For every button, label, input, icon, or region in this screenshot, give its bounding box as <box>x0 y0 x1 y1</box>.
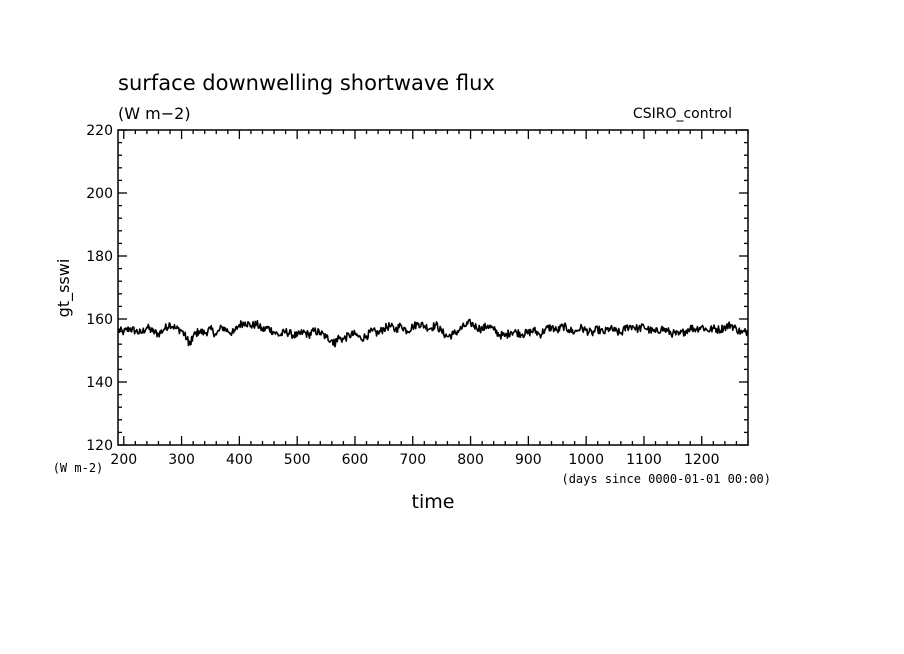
x-tick-label: 400 <box>226 452 253 468</box>
x-tick-label: 600 <box>342 452 369 468</box>
chart-title: surface downwelling shortwave flux <box>118 71 495 95</box>
series-line <box>117 318 749 348</box>
x-tick-label: 800 <box>457 452 484 468</box>
x-unit-label: (days since 0000-01-01 00:00) <box>561 472 771 486</box>
x-tick-label: 900 <box>515 452 542 468</box>
y-unit-label: (W m-2) <box>53 461 104 475</box>
series-group <box>117 318 749 348</box>
y-tick-label: 160 <box>86 312 113 328</box>
ticks-group: 200 300 400 500 600 700 800 900 1000 1100 1200 120 1… <box>86 123 749 468</box>
x-tick-label: 300 <box>168 452 195 468</box>
x-axis-label: time <box>412 491 455 513</box>
x-tick-label: 700 <box>399 452 426 468</box>
y-tick-label: 140 <box>86 375 113 391</box>
y-tick-label: 200 <box>86 186 113 202</box>
chart-subtitle: (W m−2) <box>118 104 191 123</box>
y-tick-label: 180 <box>86 249 113 265</box>
source-label: CSIRO_control <box>633 106 732 122</box>
x-tick-label: 1000 <box>568 452 604 468</box>
y-tick-label: 220 <box>86 123 113 139</box>
y-tick-label: 120 <box>86 438 113 454</box>
x-tick-label: 200 <box>110 452 137 468</box>
axes-group <box>117 129 749 446</box>
y-axis-label: gt_sswi <box>54 259 74 318</box>
x-tick-label: 500 <box>284 452 311 468</box>
x-tick-label: 1200 <box>684 452 720 468</box>
plot-frame <box>117 129 749 446</box>
x-tick-label: 1100 <box>626 452 662 468</box>
